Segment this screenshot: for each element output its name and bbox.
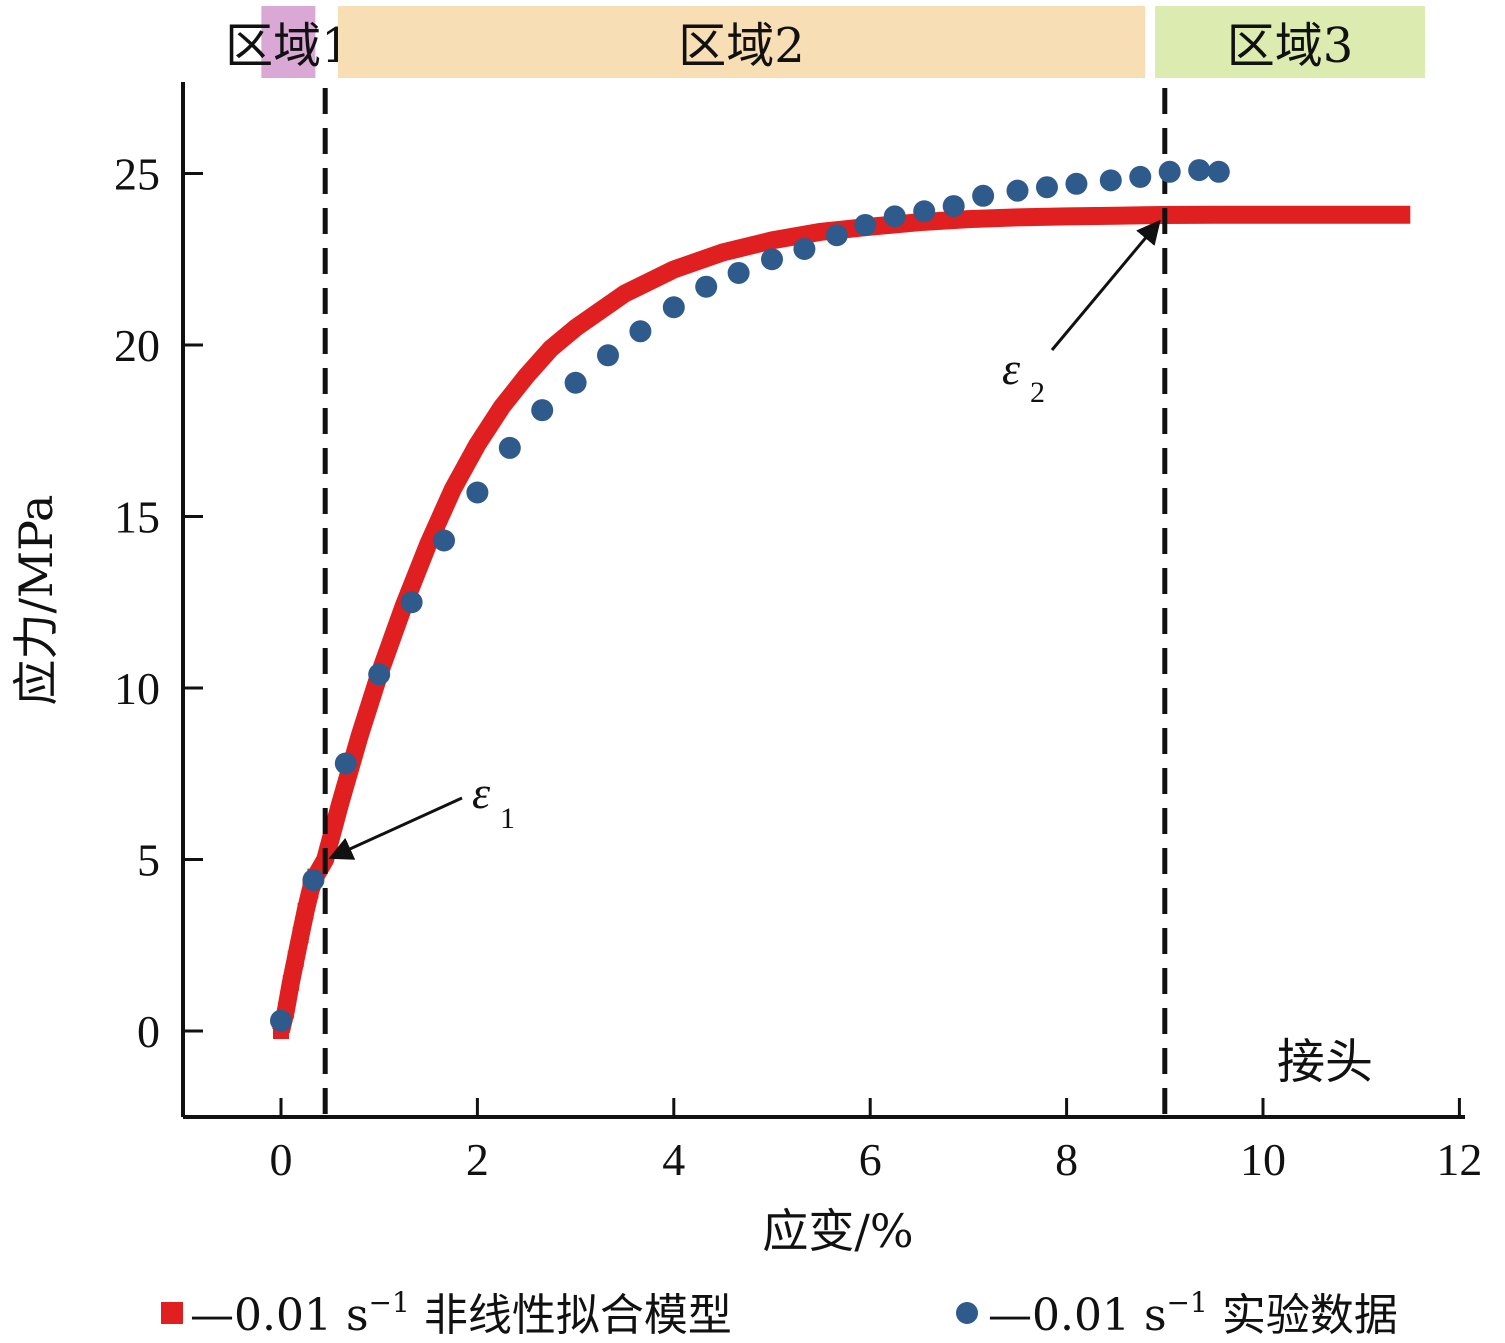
exp-point (883, 205, 906, 228)
exp-point (972, 184, 995, 207)
exp-point (695, 275, 718, 298)
exp-point (1099, 169, 1122, 192)
region-band-2 (337, 6, 1146, 78)
epsilon2-label: ε (1002, 343, 1021, 394)
exp-point (564, 371, 587, 394)
exp-point (662, 296, 685, 319)
fit-point (292, 926, 309, 943)
y-tick-label: 25 (114, 149, 160, 200)
exp-point (1207, 160, 1230, 183)
exp-point (1129, 165, 1152, 188)
region-label-3: 区域3 (1227, 18, 1354, 74)
legend-fit-text: —0.01 s−1 非线性拟合模型 (190, 1286, 732, 1341)
exp-point (433, 529, 456, 552)
exp-point (334, 752, 357, 775)
exp-point (913, 200, 936, 223)
x-tick-label: 6 (859, 1134, 882, 1185)
legend-fit-sup: −1 (369, 1286, 410, 1319)
legend-exp-text: —0.01 s−1 实验数据 (988, 1286, 1398, 1341)
axes (181, 82, 1465, 1119)
region-bands: 区域1 区域2 区域3 (225, 6, 1426, 78)
fit-point (297, 902, 314, 919)
legend-fit-label: 非线性拟合模型 (424, 1290, 732, 1341)
exp-point (727, 261, 750, 284)
epsilon1-subscript: 1 (500, 802, 515, 835)
legend-exp-label: 实验数据 (1222, 1290, 1398, 1341)
x-tick-label: 10 (1240, 1134, 1286, 1185)
y-tick-label: 10 (114, 663, 160, 714)
legend-exp-dash: — (988, 1290, 1032, 1341)
exp-point (1006, 179, 1029, 202)
legend-exp-rate: 0.01 s (1032, 1290, 1167, 1341)
legend: —0.01 s−1 非线性拟合模型 —0.01 s−1 实验数据 (161, 1286, 1398, 1341)
exp-point (761, 248, 783, 271)
epsilon1-arrow (328, 796, 463, 860)
x-tick-label: 2 (466, 1134, 489, 1185)
x-tick-label: 4 (662, 1134, 685, 1185)
exp-point (1065, 172, 1088, 195)
region-band-3 (1154, 6, 1426, 78)
x-axis-label: 应变/% (762, 1204, 913, 1258)
fit-point (282, 974, 299, 991)
exp-point (942, 195, 965, 218)
fit-series (272, 205, 1411, 1039)
exp-point (400, 591, 423, 614)
fit-point (287, 950, 304, 967)
x-tick-label: 12 (1436, 1134, 1482, 1185)
epsilon2-subscript: 2 (1030, 376, 1045, 409)
exp-point (302, 869, 325, 892)
exp-point (629, 320, 652, 343)
exp-point (1035, 176, 1058, 199)
legend-exp-sup: −1 (1167, 1286, 1208, 1319)
legend-fit-rate: 0.01 s (234, 1290, 369, 1341)
exp-point (1158, 160, 1181, 183)
y-axis-label: 应力/MPa (9, 495, 63, 706)
exp-point (270, 1009, 292, 1032)
region-label-1: 区域1 (225, 18, 352, 74)
experiment-series (270, 159, 1230, 1032)
epsilon2-arrow (1050, 219, 1161, 351)
region-band-1 (261, 6, 316, 78)
epsilon1-label: ε (472, 767, 491, 818)
region-label-2: 区域2 (678, 18, 805, 74)
exp-point (597, 344, 620, 367)
y-tick-label: 20 (114, 320, 160, 371)
x-tick-label: 8 (1055, 1134, 1078, 1185)
corner-label: 接头 (1277, 1034, 1373, 1090)
exp-point (825, 224, 848, 247)
exp-point (466, 481, 489, 504)
annotations: ε1ε 2 (328, 219, 1161, 860)
x-tick-label: 0 (270, 1134, 293, 1185)
legend-fit-dash: — (190, 1290, 234, 1341)
legend-fit-marker (161, 1302, 183, 1324)
y-tick-label: 5 (137, 835, 160, 886)
region-boundaries (322, 88, 1168, 1117)
y-tick-label: 15 (114, 492, 160, 543)
y-tick-label: 0 (137, 1006, 160, 1057)
exp-point (854, 213, 877, 236)
fit-curve (272, 205, 1411, 1034)
exp-point (531, 399, 554, 422)
exp-point (1188, 159, 1211, 182)
exp-point (368, 663, 391, 686)
exp-point (793, 237, 816, 260)
exp-point (498, 436, 521, 459)
legend-exp-marker (956, 1302, 978, 1324)
